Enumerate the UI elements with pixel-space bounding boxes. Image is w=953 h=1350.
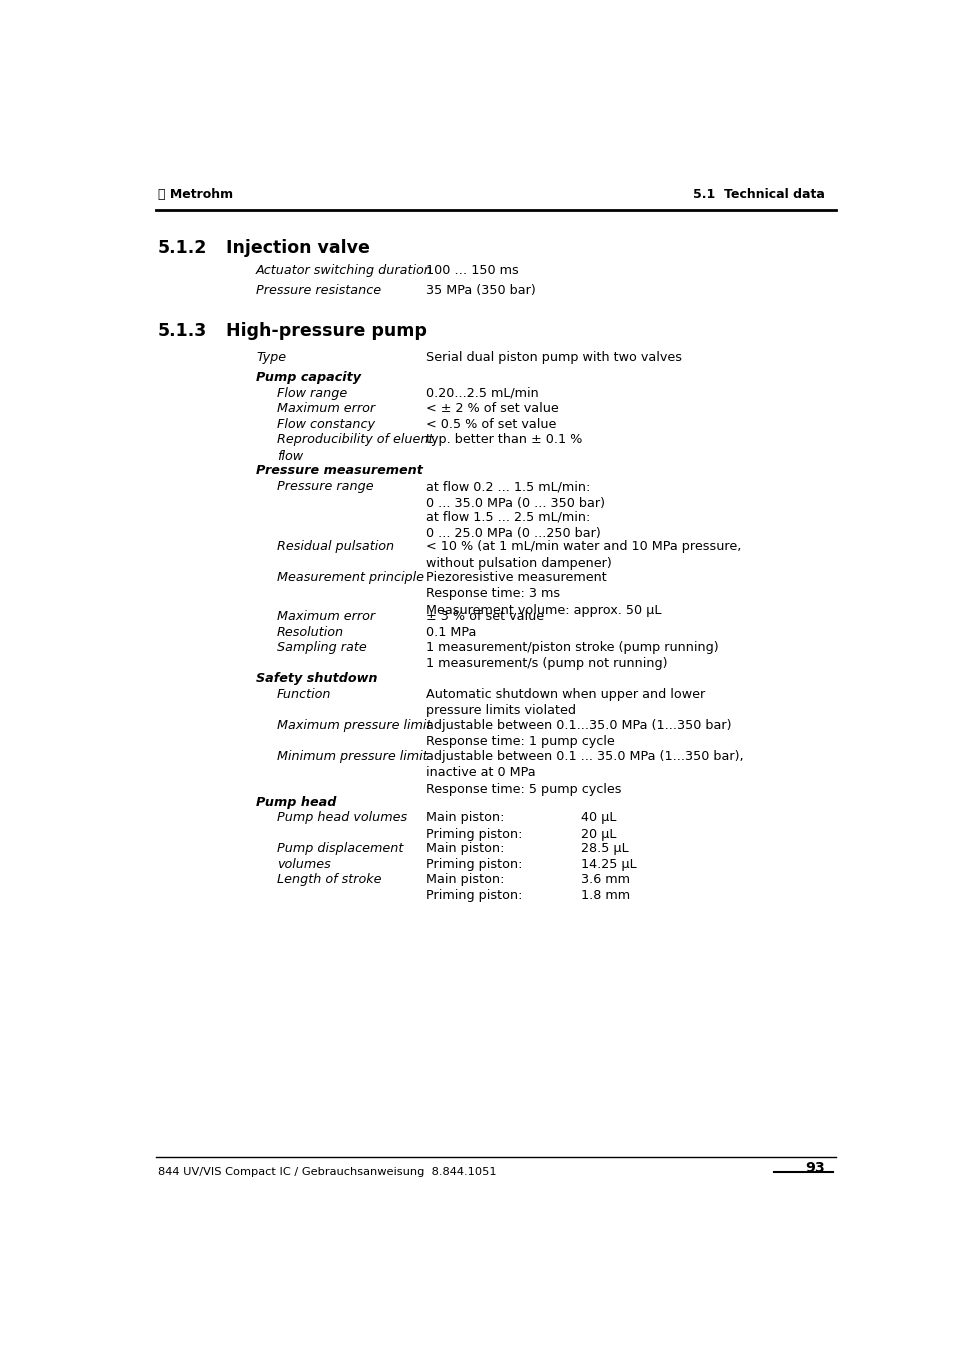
Text: 844 UV/VIS Compact IC / Gebrauchsanweisung  8.844.1051: 844 UV/VIS Compact IC / Gebrauchsanweisu…: [157, 1166, 496, 1177]
Text: Pressure measurement: Pressure measurement: [255, 464, 422, 477]
Text: Maximum pressure limit: Maximum pressure limit: [276, 718, 431, 732]
Text: adjustable between 0.1 ... 35.0 MPa (1...350 bar),
inactive at 0 MPa
Response ti: adjustable between 0.1 ... 35.0 MPa (1..…: [426, 749, 743, 795]
Text: 🔒 Metrohm: 🔒 Metrohm: [157, 188, 233, 201]
Text: Safety shutdown: Safety shutdown: [255, 672, 377, 684]
Text: Pressure range: Pressure range: [276, 481, 373, 493]
Text: Resolution: Resolution: [276, 625, 343, 639]
Text: typ. better than ± 0.1 %: typ. better than ± 0.1 %: [426, 433, 582, 446]
Text: Serial dual piston pump with two valves: Serial dual piston pump with two valves: [426, 351, 681, 363]
Text: Piezoresistive measurement
Response time: 3 ms
Measurement volume: approx. 50 μL: Piezoresistive measurement Response time…: [426, 571, 660, 617]
Text: High-pressure pump: High-pressure pump: [226, 323, 427, 340]
Text: 3.6 mm
1.8 mm: 3.6 mm 1.8 mm: [580, 872, 630, 902]
Text: Reproducibility of eluent
flow: Reproducibility of eluent flow: [276, 433, 433, 463]
Text: ± 3 % of set value: ± 3 % of set value: [426, 610, 543, 624]
Text: Injection valve: Injection valve: [226, 239, 370, 256]
Text: 5.1.2: 5.1.2: [157, 239, 207, 256]
Text: < ± 2 % of set value: < ± 2 % of set value: [426, 402, 558, 416]
Text: 1 measurement/piston stroke (pump running)
1 measurement/s (pump not running): 1 measurement/piston stroke (pump runnin…: [426, 641, 718, 671]
Text: Maximum error: Maximum error: [276, 610, 375, 624]
Text: Residual pulsation: Residual pulsation: [276, 540, 394, 553]
Text: Length of stroke: Length of stroke: [276, 872, 381, 886]
Text: 93: 93: [804, 1161, 824, 1174]
Text: Pump displacement
volumes: Pump displacement volumes: [276, 842, 403, 871]
Text: Maximum error: Maximum error: [276, 402, 375, 416]
Text: Measurement principle: Measurement principle: [276, 571, 423, 583]
Text: 5.1  Technical data: 5.1 Technical data: [693, 188, 824, 201]
Text: Pump capacity: Pump capacity: [255, 371, 360, 383]
Text: Function: Function: [276, 688, 331, 701]
Text: Pump head: Pump head: [255, 795, 336, 809]
Text: at flow 1.5 ... 2.5 mL/min:
0 ... 25.0 MPa (0 ...250 bar): at flow 1.5 ... 2.5 mL/min: 0 ... 25.0 M…: [426, 510, 600, 540]
Text: adjustable between 0.1...35.0 MPa (1...350 bar)
Response time: 1 pump cycle: adjustable between 0.1...35.0 MPa (1...3…: [426, 718, 731, 748]
Text: Type: Type: [255, 351, 286, 363]
Text: 28.5 μL
14.25 μL: 28.5 μL 14.25 μL: [580, 842, 637, 871]
Text: Main piston:
Priming piston:: Main piston: Priming piston:: [426, 842, 522, 871]
Text: 35 MPa (350 bar): 35 MPa (350 bar): [426, 284, 536, 297]
Text: Actuator switching duration: Actuator switching duration: [255, 263, 433, 277]
Text: Flow constancy: Flow constancy: [276, 417, 375, 431]
Text: 0.20...2.5 mL/min: 0.20...2.5 mL/min: [426, 387, 538, 400]
Text: Sampling rate: Sampling rate: [276, 641, 366, 653]
Text: 100 … 150 ms: 100 … 150 ms: [426, 263, 518, 277]
Text: Pressure resistance: Pressure resistance: [255, 284, 381, 297]
Text: Main piston:
Priming piston:: Main piston: Priming piston:: [426, 872, 522, 902]
Text: < 10 % (at 1 mL/min water and 10 MPa pressure,
without pulsation dampener): < 10 % (at 1 mL/min water and 10 MPa pre…: [426, 540, 740, 570]
Text: 0.1 MPa: 0.1 MPa: [426, 625, 476, 639]
Text: at flow 0.2 ... 1.5 mL/min:
0 ... 35.0 MPa (0 ... 350 bar): at flow 0.2 ... 1.5 mL/min: 0 ... 35.0 M…: [426, 481, 604, 509]
Text: Flow range: Flow range: [276, 387, 347, 400]
Text: Automatic shutdown when upper and lower
pressure limits violated: Automatic shutdown when upper and lower …: [426, 688, 704, 717]
Text: Pump head volumes: Pump head volumes: [276, 811, 406, 824]
Text: < 0.5 % of set value: < 0.5 % of set value: [426, 417, 556, 431]
Text: 5.1.3: 5.1.3: [157, 323, 207, 340]
Text: 40 μL
20 μL: 40 μL 20 μL: [580, 811, 616, 841]
Text: Minimum pressure limit: Minimum pressure limit: [276, 749, 427, 763]
Text: Main piston:
Priming piston:: Main piston: Priming piston:: [426, 811, 522, 841]
